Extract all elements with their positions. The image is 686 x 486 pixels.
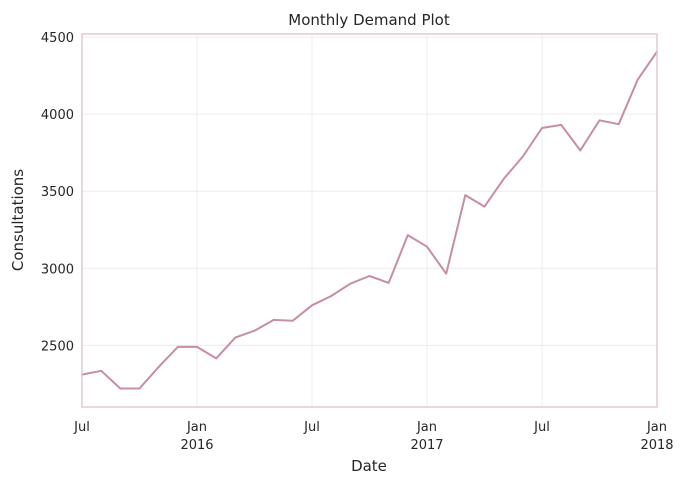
x-tick-year-label: 2016 bbox=[180, 438, 213, 453]
series-line bbox=[81, 50, 658, 390]
x-tick-year-label: 2018 bbox=[640, 438, 673, 453]
x-tick-label: Jan bbox=[186, 420, 207, 435]
plot-frame bbox=[81, 33, 658, 408]
x-tick-label: Jan bbox=[646, 420, 667, 435]
x-tick-label: Jul bbox=[303, 420, 320, 435]
x-axis-title: Date bbox=[351, 457, 387, 475]
y-tick-label: 2500 bbox=[41, 339, 74, 354]
y-tick-label: 4000 bbox=[41, 108, 74, 123]
x-axis-ticks: Jul Jan 2016 Jul Jan 2017 Jul Jan 2018 bbox=[73, 420, 673, 453]
grid-lines bbox=[81, 34, 658, 407]
y-tick-label: 4500 bbox=[41, 31, 74, 46]
y-axis-title: Consultations bbox=[9, 169, 27, 271]
x-tick-label: Jul bbox=[533, 420, 550, 435]
y-tick-label: 3000 bbox=[41, 262, 74, 277]
plot-area bbox=[81, 50, 658, 390]
y-axis-ticks: 2500 3000 3500 4000 4500 bbox=[41, 31, 74, 354]
chart-title: Monthly Demand Plot bbox=[288, 11, 450, 29]
x-tick-year-label: 2017 bbox=[410, 438, 443, 453]
y-tick-label: 3500 bbox=[41, 185, 74, 200]
x-tick-label: Jan bbox=[416, 420, 437, 435]
x-tick-label: Jul bbox=[73, 420, 90, 435]
